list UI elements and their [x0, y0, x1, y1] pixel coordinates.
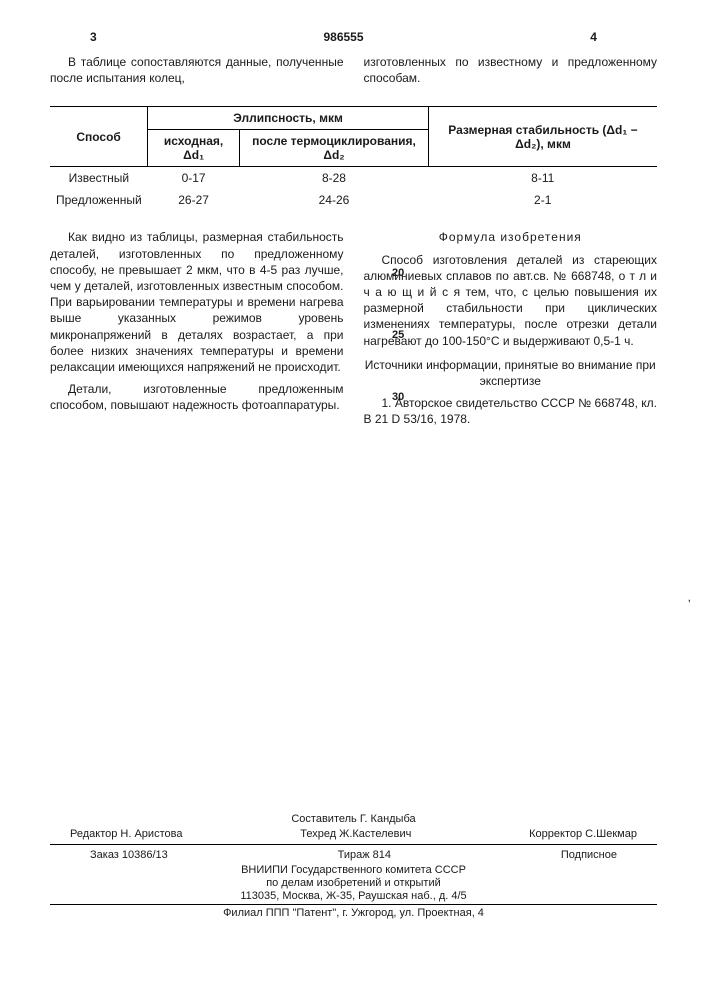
footer-org2: по делам изобретений и открытий — [50, 877, 657, 889]
comparison-table: Способ Эллипсность, мкм Размерная стабил… — [50, 106, 657, 211]
footer-addr: 113035, Москва, Ж-35, Раушская наб., д. … — [50, 890, 657, 902]
footer-compiler: Составитель Г. Кандыба — [50, 813, 657, 825]
body-left-p1: Как видно из таблицы, размерная стабильн… — [50, 229, 344, 375]
intro-left-text: В таблице сопоставляются данные, получен… — [50, 54, 344, 86]
th-method: Способ — [50, 107, 148, 167]
th-ellip-group: Эллипсность, мкм — [148, 107, 429, 130]
comparison-table-wrap: Способ Эллипсность, мкм Размерная стабил… — [50, 106, 657, 211]
cell-stability: 2-1 — [428, 189, 657, 211]
source-item: 1. Авторское свидетельство СССР № 668748… — [364, 395, 658, 427]
footer-corrector: Корректор С.Шекмар — [529, 828, 637, 840]
body-left-p2: Детали, изготовленные предложенным спосо… — [50, 381, 344, 413]
cell-method: Предложенный — [50, 189, 148, 211]
cell-method: Известный — [50, 167, 148, 190]
page-number-right: 4 — [590, 30, 597, 44]
body-columns: Как видно из таблицы, размерная стабильн… — [50, 229, 657, 433]
footer-divider-2 — [50, 904, 657, 905]
footer-order: Заказ 10386/13 — [90, 849, 168, 861]
footer-editor: Редактор Н. Аристова — [70, 828, 182, 840]
intro-right: изготовленных по известному и предложенн… — [364, 54, 658, 92]
cell-after: 8-28 — [239, 167, 428, 190]
line-marker-20: 20 — [392, 267, 404, 279]
footer-order-row: Заказ 10386/13 Тираж 814 Подписное — [50, 847, 657, 863]
cell-initial: 0-17 — [148, 167, 240, 190]
cell-stability: 8-11 — [428, 167, 657, 190]
formula-text: Способ изготовления деталей из стареющих… — [364, 252, 658, 349]
intro-left: В таблице сопоставляются данные, получен… — [50, 54, 344, 92]
footer-org1: ВНИИПИ Государственного комитета СССР — [50, 864, 657, 876]
footer-branch: Филиал ППП "Патент", г. Ужгород, ул. Про… — [50, 907, 657, 919]
document-number: 986555 — [323, 30, 363, 44]
formula-title: Формула изобретения — [364, 229, 658, 245]
body-left-column: Как видно из таблицы, размерная стабильн… — [50, 229, 344, 433]
intro-right-text: изготовленных по известному и предложенн… — [364, 54, 658, 86]
margin-tick: , — [688, 590, 691, 604]
cell-initial: 26-27 — [148, 189, 240, 211]
body-right-column: Формула изобретения Способ изготовления … — [364, 229, 658, 433]
sources-title: Источники информации, принятые во вниман… — [364, 357, 658, 389]
intro-columns: В таблице сопоставляются данные, получен… — [50, 54, 657, 92]
th-stability: Размерная стабильность (Δd₁ − Δd₂), мкм — [428, 107, 657, 167]
th-ellip-after: после термоциклирования, Δd₂ — [239, 130, 428, 167]
page-container: 3 986555 4 В таблице сопоставляются данн… — [0, 0, 707, 940]
table-row: Известный 0-17 8-28 8-11 — [50, 167, 657, 190]
line-marker-30: 30 — [392, 391, 404, 403]
footer-credit-row: Редактор Н. Аристова Техред Ж.Кастелевич… — [50, 826, 657, 842]
th-ellip-initial: исходная, Δd₁ — [148, 130, 240, 167]
header-row: 3 986555 4 — [50, 30, 657, 44]
footer-block: Составитель Г. Кандыба Редактор Н. Арист… — [50, 813, 657, 919]
line-marker-25: 25 — [392, 329, 404, 341]
page-number-left: 3 — [90, 30, 97, 44]
table-row: Предложенный 26-27 24-26 2-1 — [50, 189, 657, 211]
footer-divider-1 — [50, 844, 657, 845]
footer-tirazh: Тираж 814 — [338, 849, 391, 861]
footer-podpis: Подписное — [561, 849, 617, 861]
footer-techred: Техред Ж.Кастелевич — [300, 828, 411, 840]
cell-after: 24-26 — [239, 189, 428, 211]
